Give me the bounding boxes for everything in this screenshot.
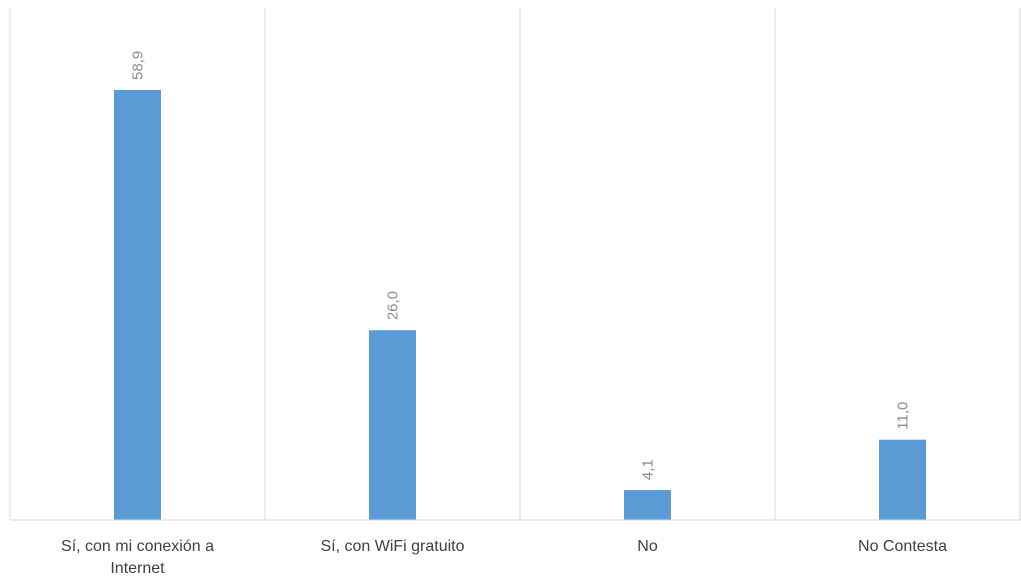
category-separators bbox=[9, 8, 1021, 520]
data-labels-group: 58,9 26,0 4,1 11,0 bbox=[130, 51, 912, 480]
category-label-2: No bbox=[637, 538, 658, 555]
bar-1 bbox=[369, 330, 416, 520]
category-label-0: Sí, con mi conexión a Internet bbox=[61, 538, 214, 577]
data-label-0: 58,9 bbox=[130, 51, 147, 80]
category-label-1: Sí, con WiFi gratuito bbox=[320, 538, 465, 555]
bar-3 bbox=[879, 439, 926, 520]
bar-2 bbox=[624, 490, 671, 520]
bar-0 bbox=[114, 90, 161, 520]
data-label-2: 4,1 bbox=[640, 459, 657, 480]
data-label-1: 26,0 bbox=[385, 291, 402, 320]
data-label-3: 11,0 bbox=[895, 402, 912, 430]
bars-group bbox=[114, 90, 926, 520]
category-label-3: No Contesta bbox=[858, 538, 947, 555]
